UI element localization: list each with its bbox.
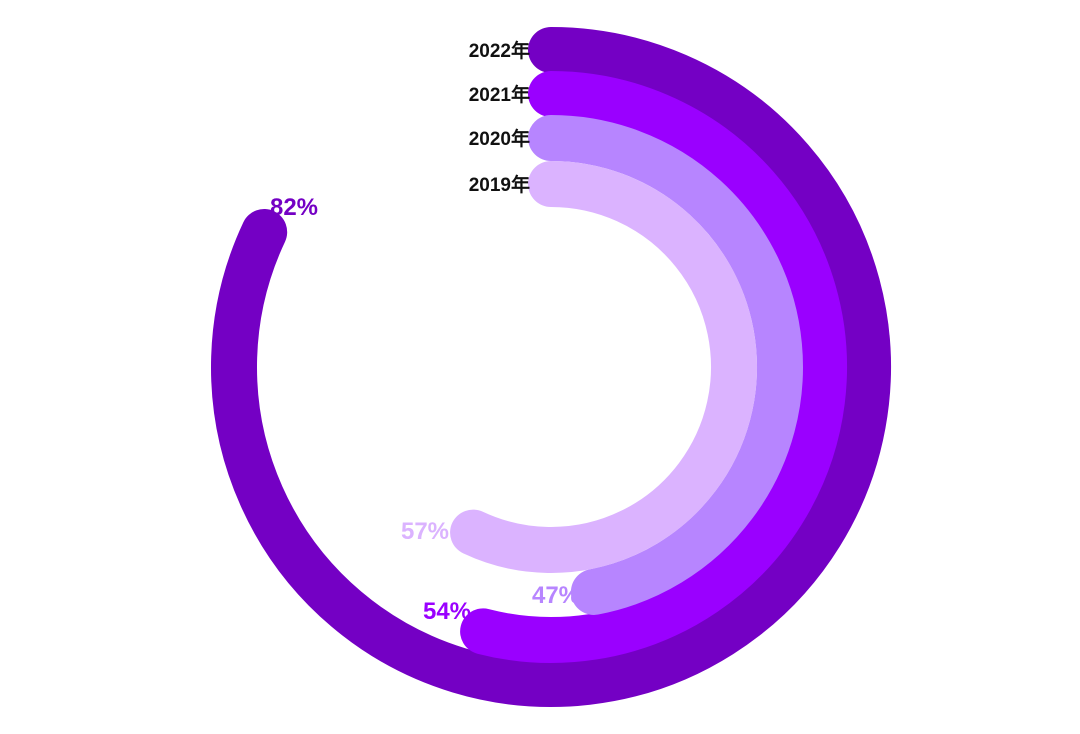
ring-arc-2022 bbox=[211, 27, 891, 707]
ring-arc-2021 bbox=[460, 71, 847, 663]
percent-label-2020: 47% bbox=[532, 582, 580, 609]
year-label-2019: 2019年 bbox=[469, 173, 530, 196]
percent-label-2019: 57% bbox=[401, 518, 449, 545]
ring-arc-2020 bbox=[528, 115, 803, 615]
year-label-2020: 2020年 bbox=[469, 127, 530, 150]
percent-label-2021: 54% bbox=[423, 598, 471, 625]
year-label-2021: 2021年 bbox=[469, 83, 530, 106]
ring-arc-2019 bbox=[450, 161, 757, 573]
percent-label-2022: 82% bbox=[270, 194, 318, 221]
year-label-2022: 2022年 bbox=[469, 39, 530, 62]
